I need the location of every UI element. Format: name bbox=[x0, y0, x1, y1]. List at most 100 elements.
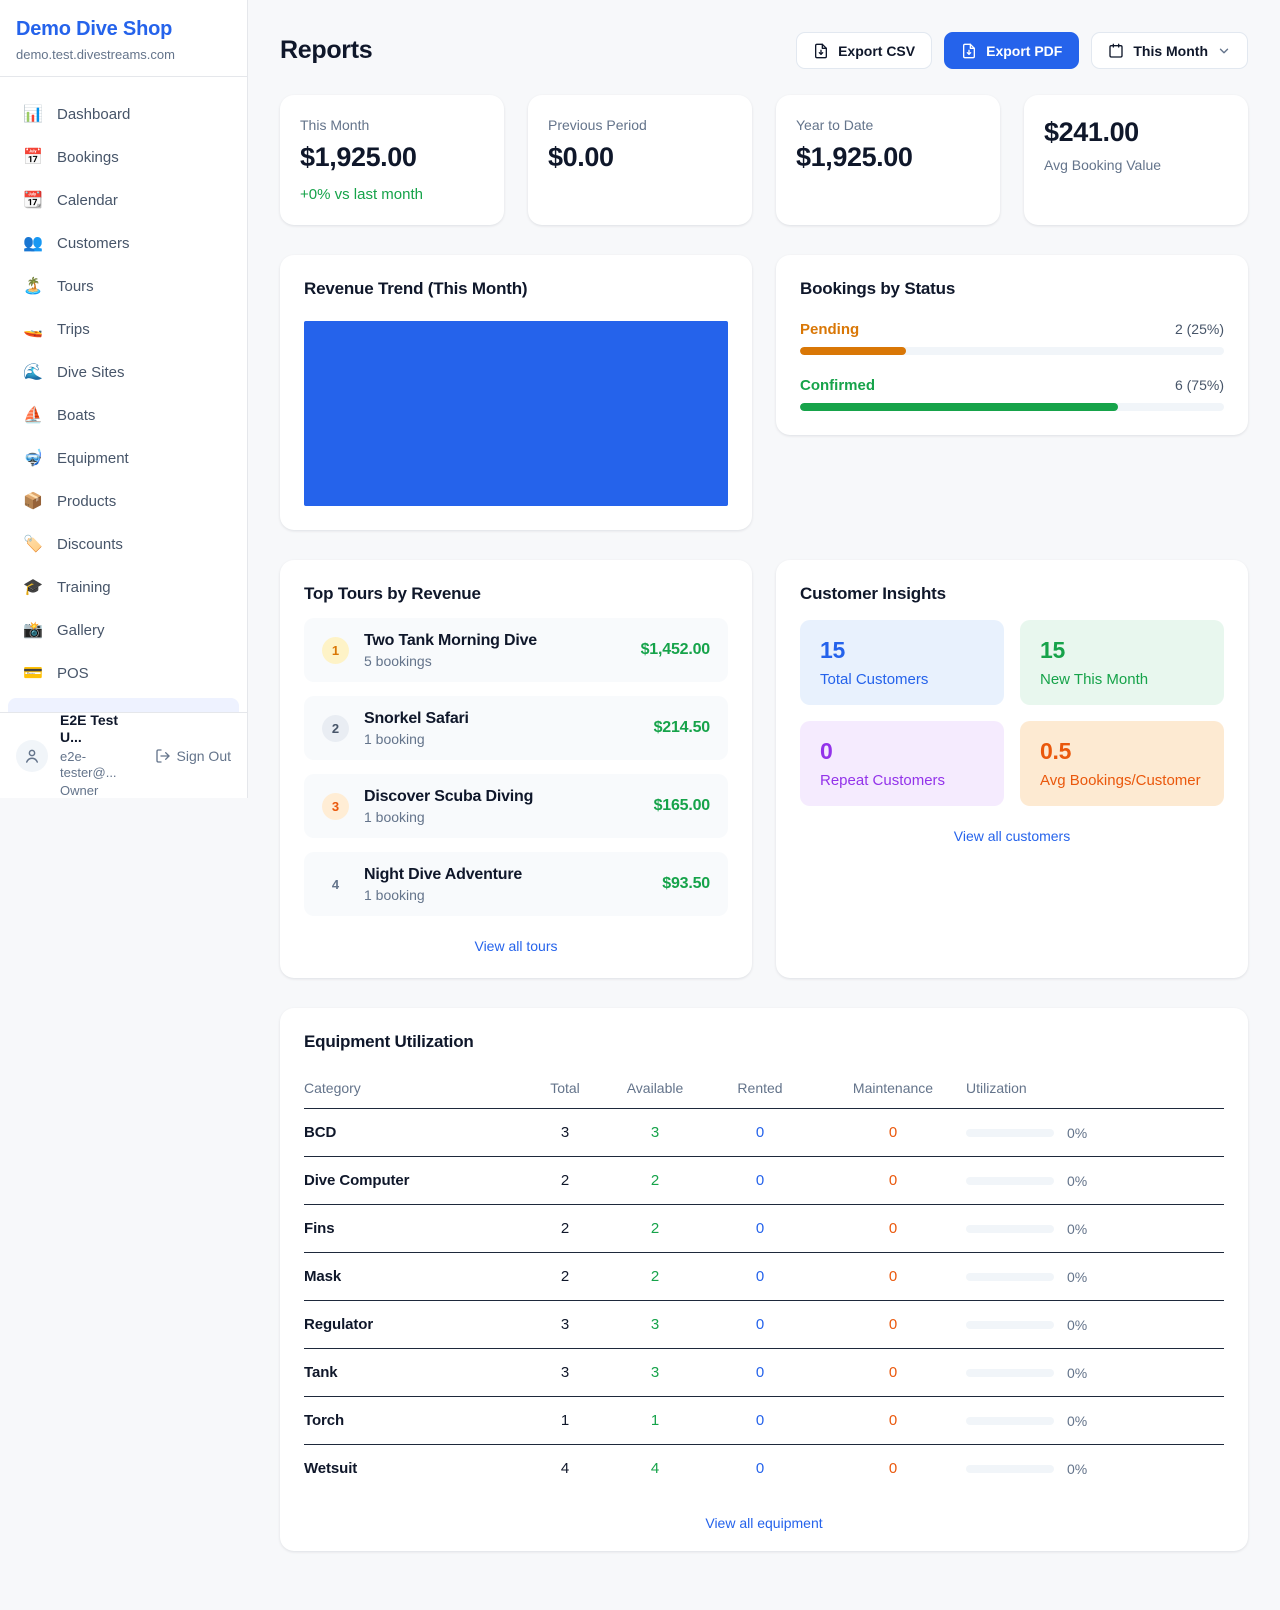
insight-tile-avg-bookings: 0.5 Avg Bookings/Customer bbox=[1020, 721, 1224, 806]
cell-category: Wetsuit bbox=[304, 1460, 358, 1478]
cell-category: Regulator bbox=[304, 1300, 520, 1349]
avatar bbox=[16, 739, 48, 772]
export-csv-label: Export CSV bbox=[838, 42, 916, 59]
sidebar-item-boats[interactable]: ⛵ Boats bbox=[8, 394, 239, 437]
stat-value: $241.00 bbox=[1044, 117, 1139, 147]
utilization-track bbox=[966, 1272, 1054, 1281]
period-dropdown[interactable]: This Month bbox=[1091, 32, 1248, 69]
sidebar-item-training[interactable]: 🎓 Training bbox=[8, 566, 239, 609]
cell-utilization: 0% bbox=[966, 1445, 1224, 1493]
package-icon: 📦 bbox=[23, 492, 43, 510]
insight-label: Repeat Customers bbox=[820, 772, 946, 789]
view-all-customers-link[interactable]: View all customers bbox=[953, 828, 1071, 844]
camera-icon: 📸 bbox=[23, 621, 43, 639]
export-csv-button[interactable]: Export CSV bbox=[796, 32, 933, 69]
status-row-confirmed: Confirmed 6 (75%) bbox=[800, 377, 1224, 411]
view-all-equipment-link[interactable]: View all equipment bbox=[705, 1514, 823, 1531]
sidebar-item-products[interactable]: 📦 Products bbox=[8, 480, 239, 523]
insight-label: Avg Bookings/Customer bbox=[1040, 772, 1201, 789]
island-icon: 🏝️ bbox=[23, 277, 43, 295]
equipment-utilization-card: Equipment Utilization Category Total Ava… bbox=[280, 1008, 1248, 1551]
cell-maintenance: 0 bbox=[820, 1396, 966, 1445]
stat-label: This Month bbox=[300, 117, 370, 133]
cell-category: Tank bbox=[304, 1348, 520, 1397]
sidebar-item-equipment[interactable]: 🤿 Equipment bbox=[8, 437, 239, 480]
cell-maintenance: 0 bbox=[820, 1204, 966, 1253]
sidebar-item-discounts[interactable]: 🏷️ Discounts bbox=[8, 523, 239, 566]
progress-track bbox=[800, 403, 1224, 411]
user-panel: E2E Test U... e2e-tester@... Owner Sign … bbox=[0, 712, 247, 798]
cell-utilization: 0% bbox=[966, 1156, 1224, 1205]
cell-utilization: 0% bbox=[966, 1348, 1224, 1397]
insight-value: 0 bbox=[820, 738, 833, 764]
cell-maintenance: 0 bbox=[820, 1156, 966, 1205]
utilization-track bbox=[966, 1224, 1054, 1233]
header-actions: Export CSV Export PDF This Month bbox=[796, 32, 1248, 69]
page-header: Reports Export CSV Export PDF This Month bbox=[280, 32, 1248, 69]
calendar-icon: 📆 bbox=[23, 191, 43, 209]
sign-out-label: Sign Out bbox=[176, 747, 231, 764]
sidebar-item-label: Discounts bbox=[57, 536, 123, 553]
insight-tile-total-customers: 15 Total Customers bbox=[800, 620, 1004, 705]
sidebar-item-dive-sites[interactable]: 🌊 Dive Sites bbox=[8, 351, 239, 394]
cell-available: 3 bbox=[610, 1300, 700, 1349]
sidebar-item-customers[interactable]: 👥 Customers bbox=[8, 222, 239, 265]
tour-name: Night Dive Adventure bbox=[364, 865, 523, 883]
sidebar-item-label: Trips bbox=[57, 321, 90, 338]
sidebar-item-tours[interactable]: 🏝️ Tours bbox=[8, 265, 239, 308]
cell-maintenance: 0 bbox=[888, 1460, 898, 1478]
sidebar-item-label: Equipment bbox=[57, 450, 129, 467]
stat-card-previous-period: Previous Period $0.00 bbox=[528, 95, 752, 225]
cell-rented: 0 bbox=[700, 1348, 820, 1397]
file-download-icon bbox=[815, 43, 828, 58]
sign-out-button[interactable]: Sign Out bbox=[155, 748, 231, 764]
rank-badge: 3 bbox=[322, 792, 349, 820]
insight-tile-new-this-month: 15 New This Month bbox=[1020, 620, 1224, 705]
stats-row: This Month $1,925.00 +0% vs last month P… bbox=[280, 95, 1248, 225]
tour-row: 4 Night Dive Adventure 1 booking $93.50 bbox=[304, 852, 728, 916]
cell-utilization: 0% bbox=[966, 1300, 1224, 1349]
insight-value: 0.5 bbox=[1040, 738, 1072, 764]
cell-rented: 0 bbox=[700, 1300, 820, 1349]
cell-total: 3 bbox=[520, 1108, 610, 1157]
status-row-pending: Pending 2 (25%) bbox=[800, 321, 1224, 355]
sidebar-item-trips[interactable]: 🚤 Trips bbox=[8, 308, 239, 351]
cell-rented: 0 bbox=[700, 1252, 820, 1301]
revenue-trend-title: Revenue Trend (This Month) bbox=[304, 279, 528, 298]
sidebar-item-gallery[interactable]: 📸 Gallery bbox=[8, 609, 239, 652]
user-info: E2E Test U... e2e-tester@... Owner bbox=[60, 712, 143, 800]
tour-bookings: 1 booking bbox=[364, 808, 425, 825]
tour-row: 3 Discover Scuba Diving 1 booking $165.0… bbox=[304, 774, 728, 838]
credit-card-icon: 💳 bbox=[23, 664, 43, 682]
sidebar-item-label: POS bbox=[57, 665, 89, 682]
charts-row: Revenue Trend (This Month) Bookings by S… bbox=[280, 255, 1248, 530]
stat-card-this-month: This Month $1,925.00 +0% vs last month bbox=[280, 95, 504, 225]
tour-revenue: $214.50 bbox=[653, 719, 711, 736]
table-row: BCD 3 3 0 0 0% bbox=[304, 1108, 1224, 1157]
tour-revenue: $93.50 bbox=[662, 875, 710, 892]
sidebar-item-label: Training bbox=[57, 579, 111, 596]
cell-maintenance: 0 bbox=[820, 1108, 966, 1157]
sidebar-item-calendar[interactable]: 📆 Calendar bbox=[8, 179, 239, 222]
cell-category: Dive Computer bbox=[304, 1156, 520, 1205]
col-total: Total bbox=[520, 1066, 610, 1109]
sidebar-active-item-clipped[interactable] bbox=[8, 698, 239, 712]
sidebar-item-dashboard[interactable]: 📊 Dashboard bbox=[8, 93, 239, 136]
cell-utilization: 0% bbox=[966, 1252, 1224, 1301]
bookings-by-status-card: Bookings by Status Pending 2 (25%) Confi… bbox=[776, 255, 1248, 435]
sidebar-nav: 📊 Dashboard 📅 Bookings 📆 Calendar 👥 Cust… bbox=[0, 77, 247, 695]
wave-icon: 🌊 bbox=[23, 363, 43, 381]
cell-maintenance: 0 bbox=[820, 1252, 966, 1301]
sidebar-item-pos[interactable]: 💳 POS bbox=[8, 652, 239, 695]
table-row: Dive Computer 2 2 0 0 0% bbox=[304, 1156, 1224, 1205]
status-value: 6 (75%) bbox=[1174, 377, 1224, 393]
view-all-tours-link[interactable]: View all tours bbox=[474, 938, 558, 954]
sidebar-item-label: Boats bbox=[57, 407, 96, 424]
main-content: Reports Export CSV Export PDF This Month bbox=[248, 0, 1280, 1583]
stat-card-year-to-date: Year to Date $1,925.00 bbox=[776, 95, 1000, 225]
stat-label: Previous Period bbox=[548, 117, 647, 133]
cell-category: Mask bbox=[304, 1252, 520, 1301]
export-pdf-button[interactable]: Export PDF bbox=[944, 32, 1080, 69]
sidebar-item-bookings[interactable]: 📅 Bookings bbox=[8, 136, 239, 179]
utilization-track bbox=[966, 1416, 1054, 1425]
